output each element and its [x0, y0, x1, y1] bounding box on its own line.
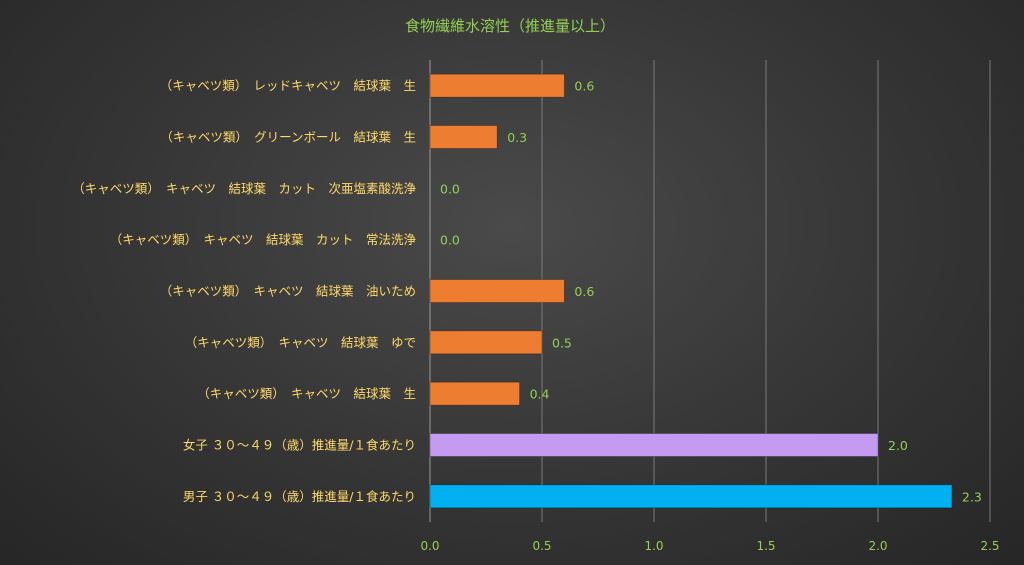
bar: [429, 381, 520, 406]
bar: [429, 125, 498, 149]
data-label: 2.3: [962, 489, 982, 504]
bar: [429, 279, 565, 303]
data-label: 2.0: [888, 438, 908, 453]
category-label: （キャベツ類） キャベツ 結球葉 カット 常法洗浄: [110, 232, 417, 247]
category-label: （キャベツ類） キャベツ 結球葉 油いため: [160, 284, 416, 299]
data-label: 0.0: [440, 181, 460, 196]
x-tick-label: 1.0: [644, 539, 663, 553]
x-tick-label: 0.0: [420, 539, 439, 553]
x-tick-label: 0.5: [532, 539, 551, 553]
category-label: （キャベツ類） キャベツ 結球葉 カット 次亜塩素酸洗浄: [72, 181, 416, 196]
data-label: 0.0: [440, 233, 460, 248]
bar: [429, 433, 879, 457]
data-label: 0.4: [530, 387, 550, 402]
bar: [429, 330, 543, 355]
data-label: 0.6: [574, 284, 594, 299]
category-label: （キャベツ類） キャベツ 結球葉 ゆで: [185, 335, 416, 350]
category-label: （キャベツ類） キャベツ 結球葉 生: [197, 386, 416, 401]
data-label: 0.6: [574, 79, 594, 94]
category-label: （キャベツ類） レッドキャベツ 結球葉 生: [160, 78, 416, 93]
x-tick-label: 2.0: [868, 539, 887, 553]
category-label: 女子 ３０～４９（歳）推進量/１食あたり: [183, 438, 416, 453]
bar: [429, 484, 953, 509]
data-label: 0.5: [552, 335, 572, 350]
bar: [429, 73, 565, 98]
x-tick-label: 1.5: [756, 539, 775, 553]
category-label: 男子 ３０～４９（歳）推進量/１食あたり: [183, 489, 416, 504]
x-tick-label: 2.5: [980, 539, 999, 553]
category-label: （キャベツ類） グリーンボール 結球葉 生: [160, 130, 416, 145]
label-layer: 0.0 0.5 1.0 1.5 2.0 2.5 （キャベツ類） レッドキャベツ 結球葉 生 0…: [72, 78, 999, 553]
chart-title: 食物繊維水溶性（推進量以上）: [405, 17, 615, 35]
bar-layer: [429, 73, 953, 509]
data-label: 0.3: [507, 130, 527, 145]
